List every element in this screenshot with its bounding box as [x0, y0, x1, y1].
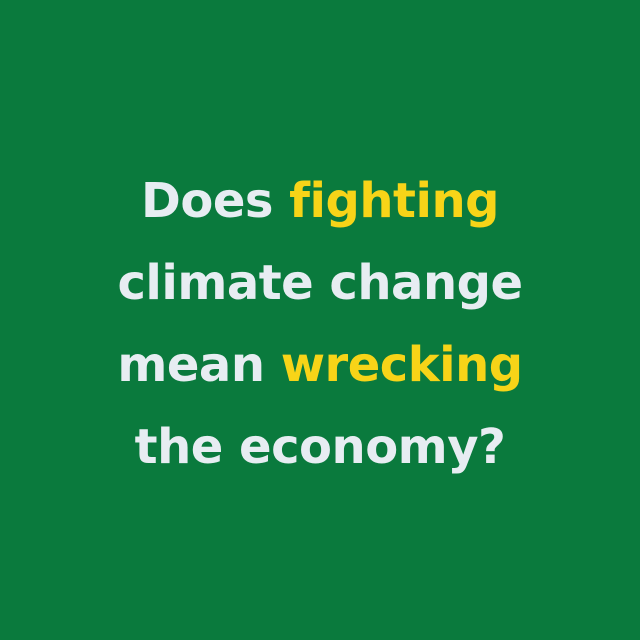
headline: Does fighting climate change mean wrecki…: [0, 160, 640, 488]
headline-text: Does: [141, 173, 290, 229]
highlighted-word-fighting: fighting: [289, 173, 499, 229]
headline-line-1: Does fighting: [0, 160, 640, 242]
headline-text: mean: [117, 337, 281, 393]
highlighted-word-wrecking: wrecking: [280, 337, 523, 393]
headline-line-4: the economy?: [134, 419, 506, 475]
headline-line-2: climate change: [117, 255, 523, 311]
headline-line-3: mean wrecking: [0, 324, 640, 406]
